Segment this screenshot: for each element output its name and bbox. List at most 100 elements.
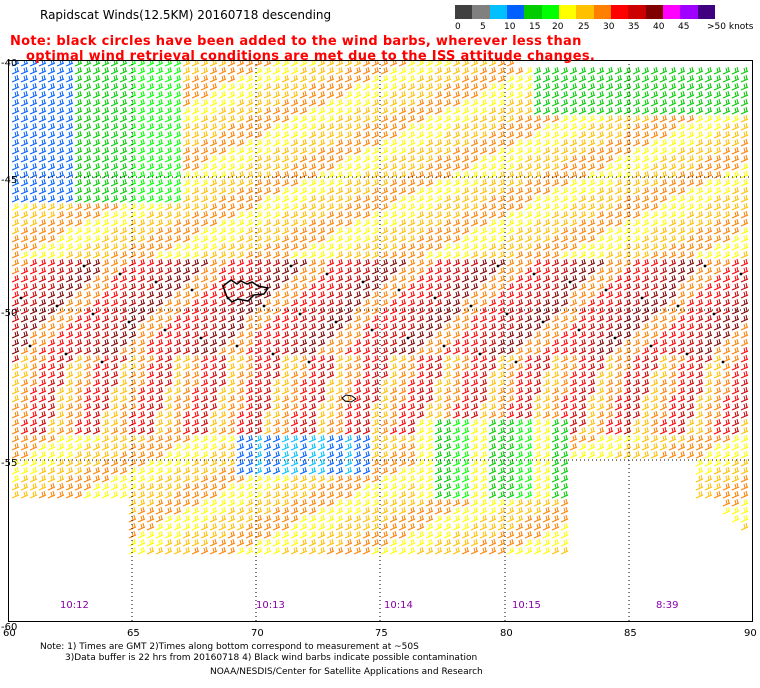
wind-barb: [326, 162, 335, 171]
wind-barb: [353, 266, 362, 275]
wind-barb: [371, 338, 380, 347]
wind-barb: [65, 426, 74, 435]
wind-barb: [578, 298, 587, 307]
wind-barb: [101, 290, 110, 299]
wind-barb: [452, 250, 461, 259]
wind-barb: [488, 338, 497, 347]
wind-barb: [479, 514, 488, 523]
wind-barb: [272, 226, 281, 235]
wind-barb: [209, 186, 218, 195]
wind-barb: [380, 370, 389, 379]
wind-barb: [515, 338, 524, 347]
wind-barb: [56, 178, 65, 187]
wind-barb: [560, 450, 569, 459]
wind-barb: [173, 386, 182, 395]
wind-barb: [416, 362, 425, 371]
wind-barb: [569, 242, 578, 251]
wind-barb: [551, 146, 560, 155]
wind-barb: [308, 410, 317, 419]
wind-barb: [560, 154, 569, 163]
wind-barb: [353, 298, 362, 307]
wind-barb: [290, 426, 299, 435]
wind-barb: [29, 202, 38, 211]
wind-barb: [704, 226, 713, 235]
wind-barb: [542, 178, 551, 187]
wind-barb: [146, 90, 155, 99]
wind-barb: [281, 394, 290, 403]
wind-barb: [335, 522, 344, 531]
wind-barb: [443, 410, 452, 419]
wind-barb: [11, 402, 20, 411]
colorbar-swatch: [541, 5, 559, 19]
wind-barb: [200, 178, 209, 187]
wind-barb: [506, 282, 515, 291]
wind-barb: [146, 450, 155, 459]
wind-barb: [281, 74, 290, 83]
time-label: 10:12: [60, 600, 89, 611]
wind-barb: [623, 402, 632, 411]
wind-barb: [299, 130, 308, 139]
wind-barb: [677, 354, 686, 363]
wind-barb: [362, 498, 371, 507]
wind-barb: [515, 82, 524, 91]
wind-barb: [362, 450, 371, 459]
wind-barb: [218, 154, 227, 163]
wind-barb: [470, 146, 479, 155]
wind-barb: [119, 378, 128, 387]
wind-barb: [155, 290, 164, 299]
wind-barb: [677, 114, 686, 123]
wind-barb: [155, 258, 164, 267]
wind-barb: [713, 490, 722, 499]
wind-barb: [578, 178, 587, 187]
wind-barb: [308, 146, 317, 155]
wind-barb: [290, 506, 299, 515]
wind-barb: [137, 522, 146, 531]
wind-barb: [101, 330, 110, 339]
wind-barb: [524, 386, 533, 395]
wind-barb: [587, 186, 596, 195]
wind-barb: [407, 154, 416, 163]
wind-barb: [209, 530, 218, 539]
wind-barb: [11, 250, 20, 259]
wind-barb: [110, 410, 119, 419]
wind-barb: [119, 114, 128, 123]
wind-barb: [659, 186, 668, 195]
wind-barb: [578, 210, 587, 219]
wind-barb: [227, 434, 236, 443]
wind-barb: [524, 362, 533, 371]
wind-barb: [443, 242, 452, 251]
wind-barb: [155, 338, 164, 347]
wind-barb: [56, 258, 65, 267]
wind-barb: [560, 258, 569, 267]
wind-barb: [569, 322, 578, 331]
wind-barb: [533, 226, 542, 235]
wind-barb: [623, 162, 632, 171]
wind-barb: [722, 226, 731, 235]
wind-barb: [479, 98, 488, 107]
wind-barb: [74, 322, 83, 331]
wind-barb: [605, 154, 614, 163]
wind-barb: [110, 202, 119, 211]
wind-barb: [137, 282, 146, 291]
wind-barb: [434, 82, 443, 91]
wind-barb: [371, 466, 380, 475]
wind-barb: [11, 266, 20, 275]
wind-barb: [308, 450, 317, 459]
wind-barb: [407, 234, 416, 243]
wind-barb: [506, 378, 515, 387]
wind-barb: [20, 290, 29, 299]
wind-barb: [542, 74, 551, 83]
wind-barb: [29, 410, 38, 419]
wind-barb: [272, 370, 281, 379]
wind-barb: [731, 410, 740, 419]
wind-barb: [380, 538, 389, 547]
wind-barb: [29, 178, 38, 187]
wind-barb: [668, 210, 677, 219]
wind-barb: [155, 82, 164, 91]
wind-barb: [209, 274, 218, 283]
wind-barb: [695, 474, 704, 483]
wind-barb: [659, 210, 668, 219]
wind-barb: [659, 194, 668, 203]
wind-barb: [74, 474, 83, 483]
wind-barb: [155, 130, 164, 139]
